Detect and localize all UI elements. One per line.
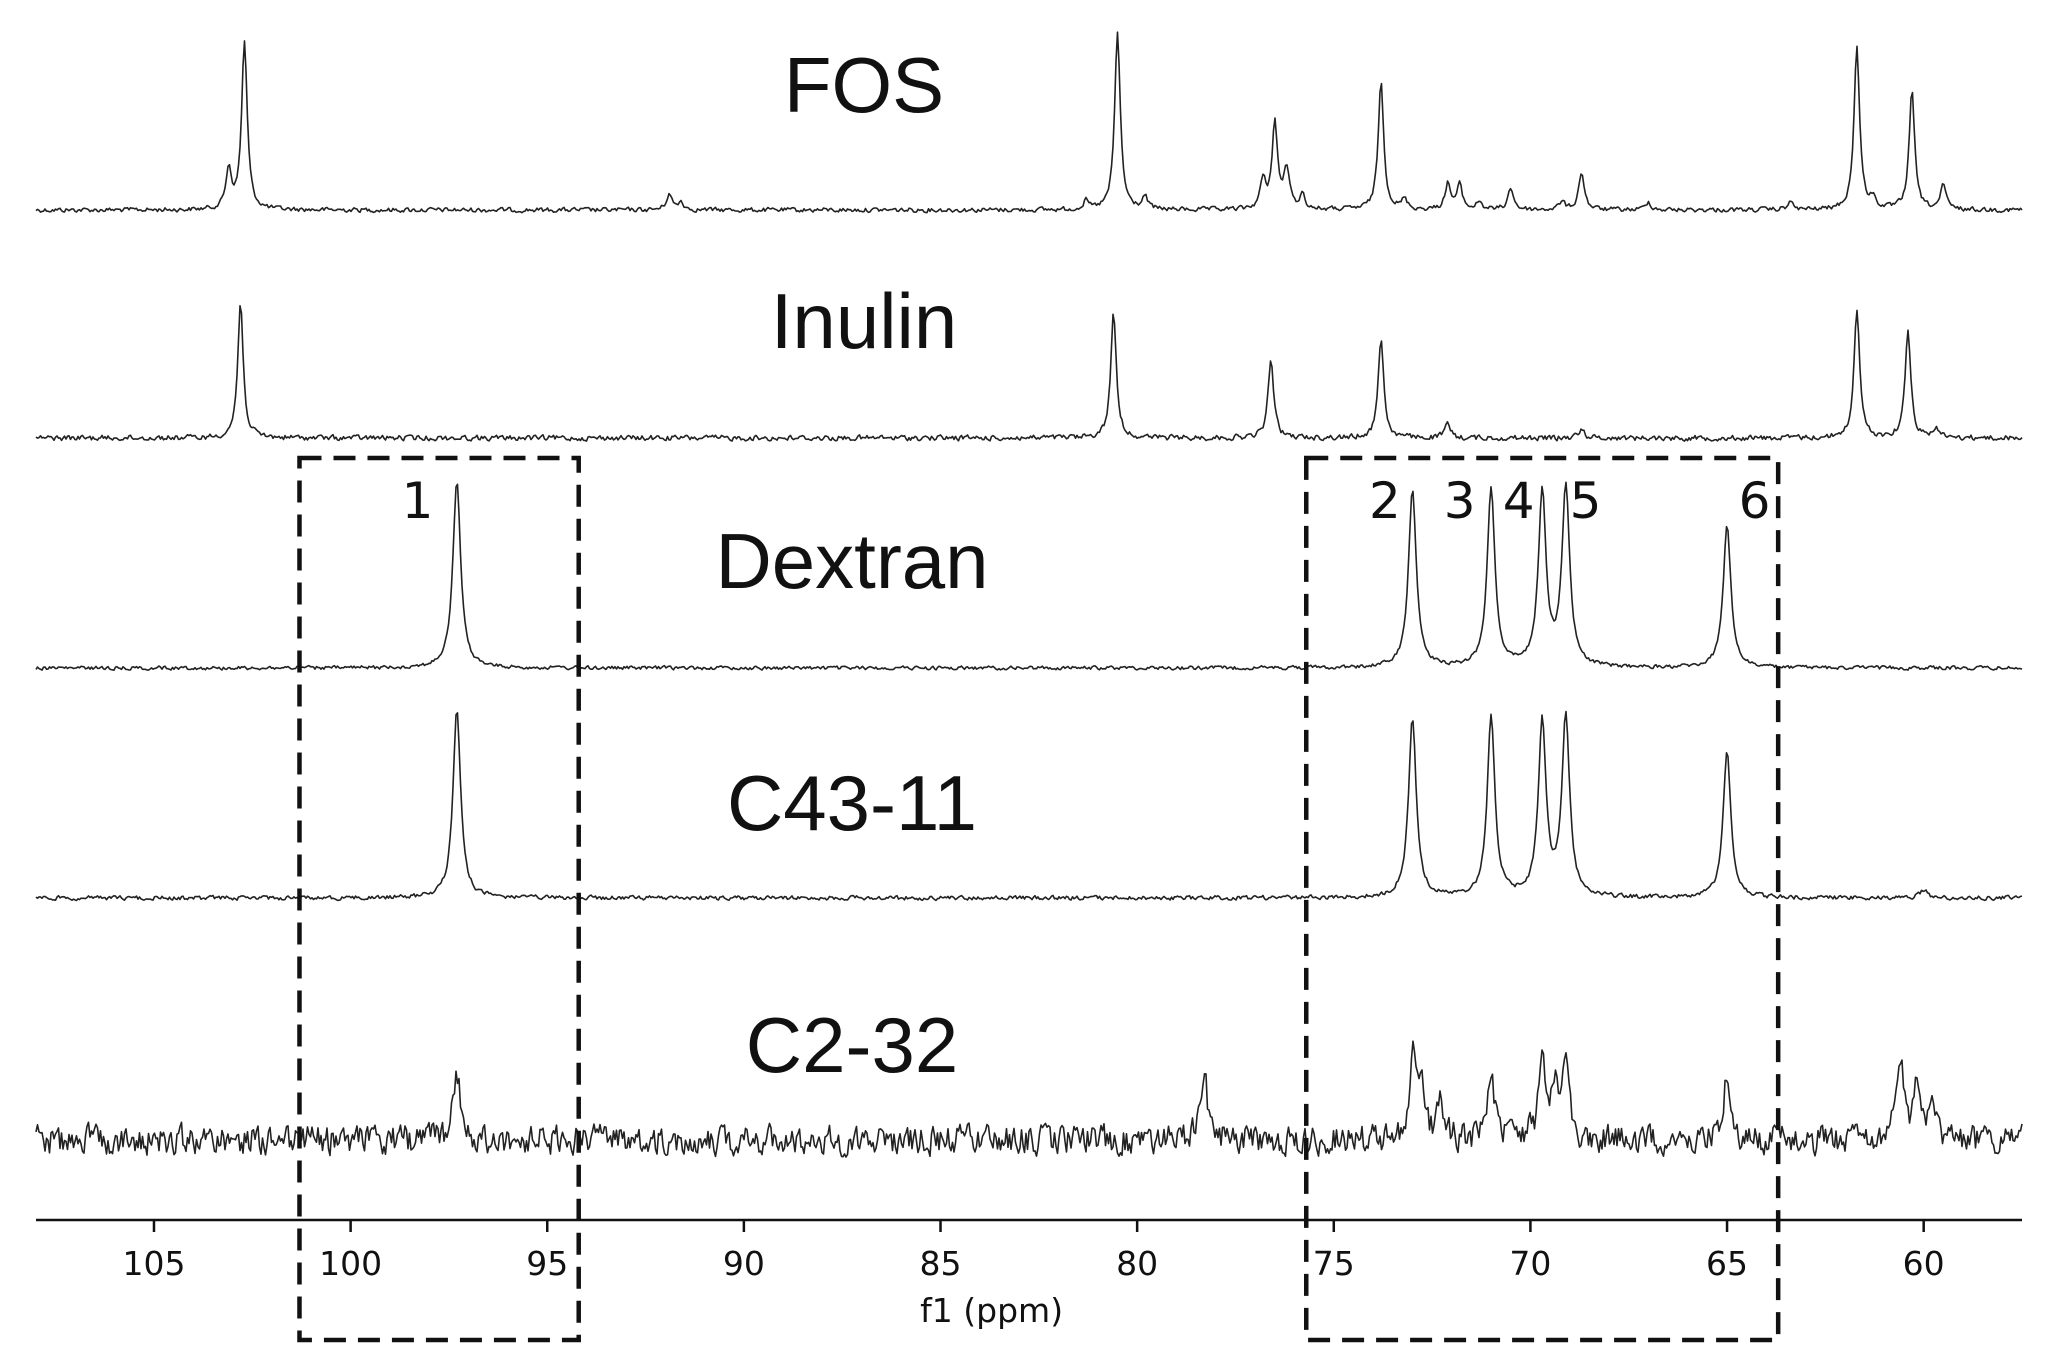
spectrum-trace-c43-11 (35, 710, 2023, 902)
highlight-box-2 (1304, 455, 1781, 1343)
x-tick-label-60: 60 (1903, 1244, 1945, 1283)
x-tick-label-90: 90 (723, 1244, 765, 1283)
spectrum-trace-c2-32 (35, 1040, 2023, 1158)
spectrum-label-inulin: Inulin (771, 277, 957, 365)
x-tick-label-100: 100 (319, 1244, 382, 1283)
spectrum-label-c2-32: C2-32 (746, 1001, 958, 1089)
x-tick-label-95: 95 (526, 1244, 568, 1283)
spectrum-label-c43-11: C43-11 (727, 759, 977, 847)
peak-number-5: 5 (1570, 472, 1602, 530)
spectrum-trace-inulin (35, 305, 2023, 442)
spectrum-trace-fos (35, 31, 2023, 214)
x-axis-label: f1 (ppm) (920, 1291, 1063, 1330)
spectrum-label-fos: FOS (784, 41, 944, 129)
peak-number-4: 4 (1503, 472, 1535, 530)
x-tick-label-105: 105 (122, 1244, 185, 1283)
spectrum-labels: FOS Inulin Dextran C43-11 C2-32 (715, 41, 988, 1089)
x-tick-label-70: 70 (1509, 1244, 1551, 1283)
peak-number-2: 2 (1369, 472, 1401, 530)
x-axis: 105 100 95 90 85 80 75 70 65 60 f1 (ppm) (36, 1218, 2022, 1330)
highlight-boxes (297, 455, 1781, 1343)
peak-number-1: 1 (402, 472, 434, 530)
spectrum-label-dextran: Dextran (715, 517, 988, 605)
peak-number-3: 3 (1444, 472, 1476, 530)
spectrum-trace-dextran (35, 481, 2023, 671)
peak-number-6: 6 (1739, 472, 1771, 530)
x-tick-label-75: 75 (1313, 1244, 1355, 1283)
x-tick-label-80: 80 (1116, 1244, 1158, 1283)
spectrum-traces (35, 31, 2023, 1158)
highlight-box-1 (297, 455, 581, 1343)
x-tick-label-65: 65 (1706, 1244, 1748, 1283)
x-tick-label-85: 85 (920, 1244, 962, 1283)
